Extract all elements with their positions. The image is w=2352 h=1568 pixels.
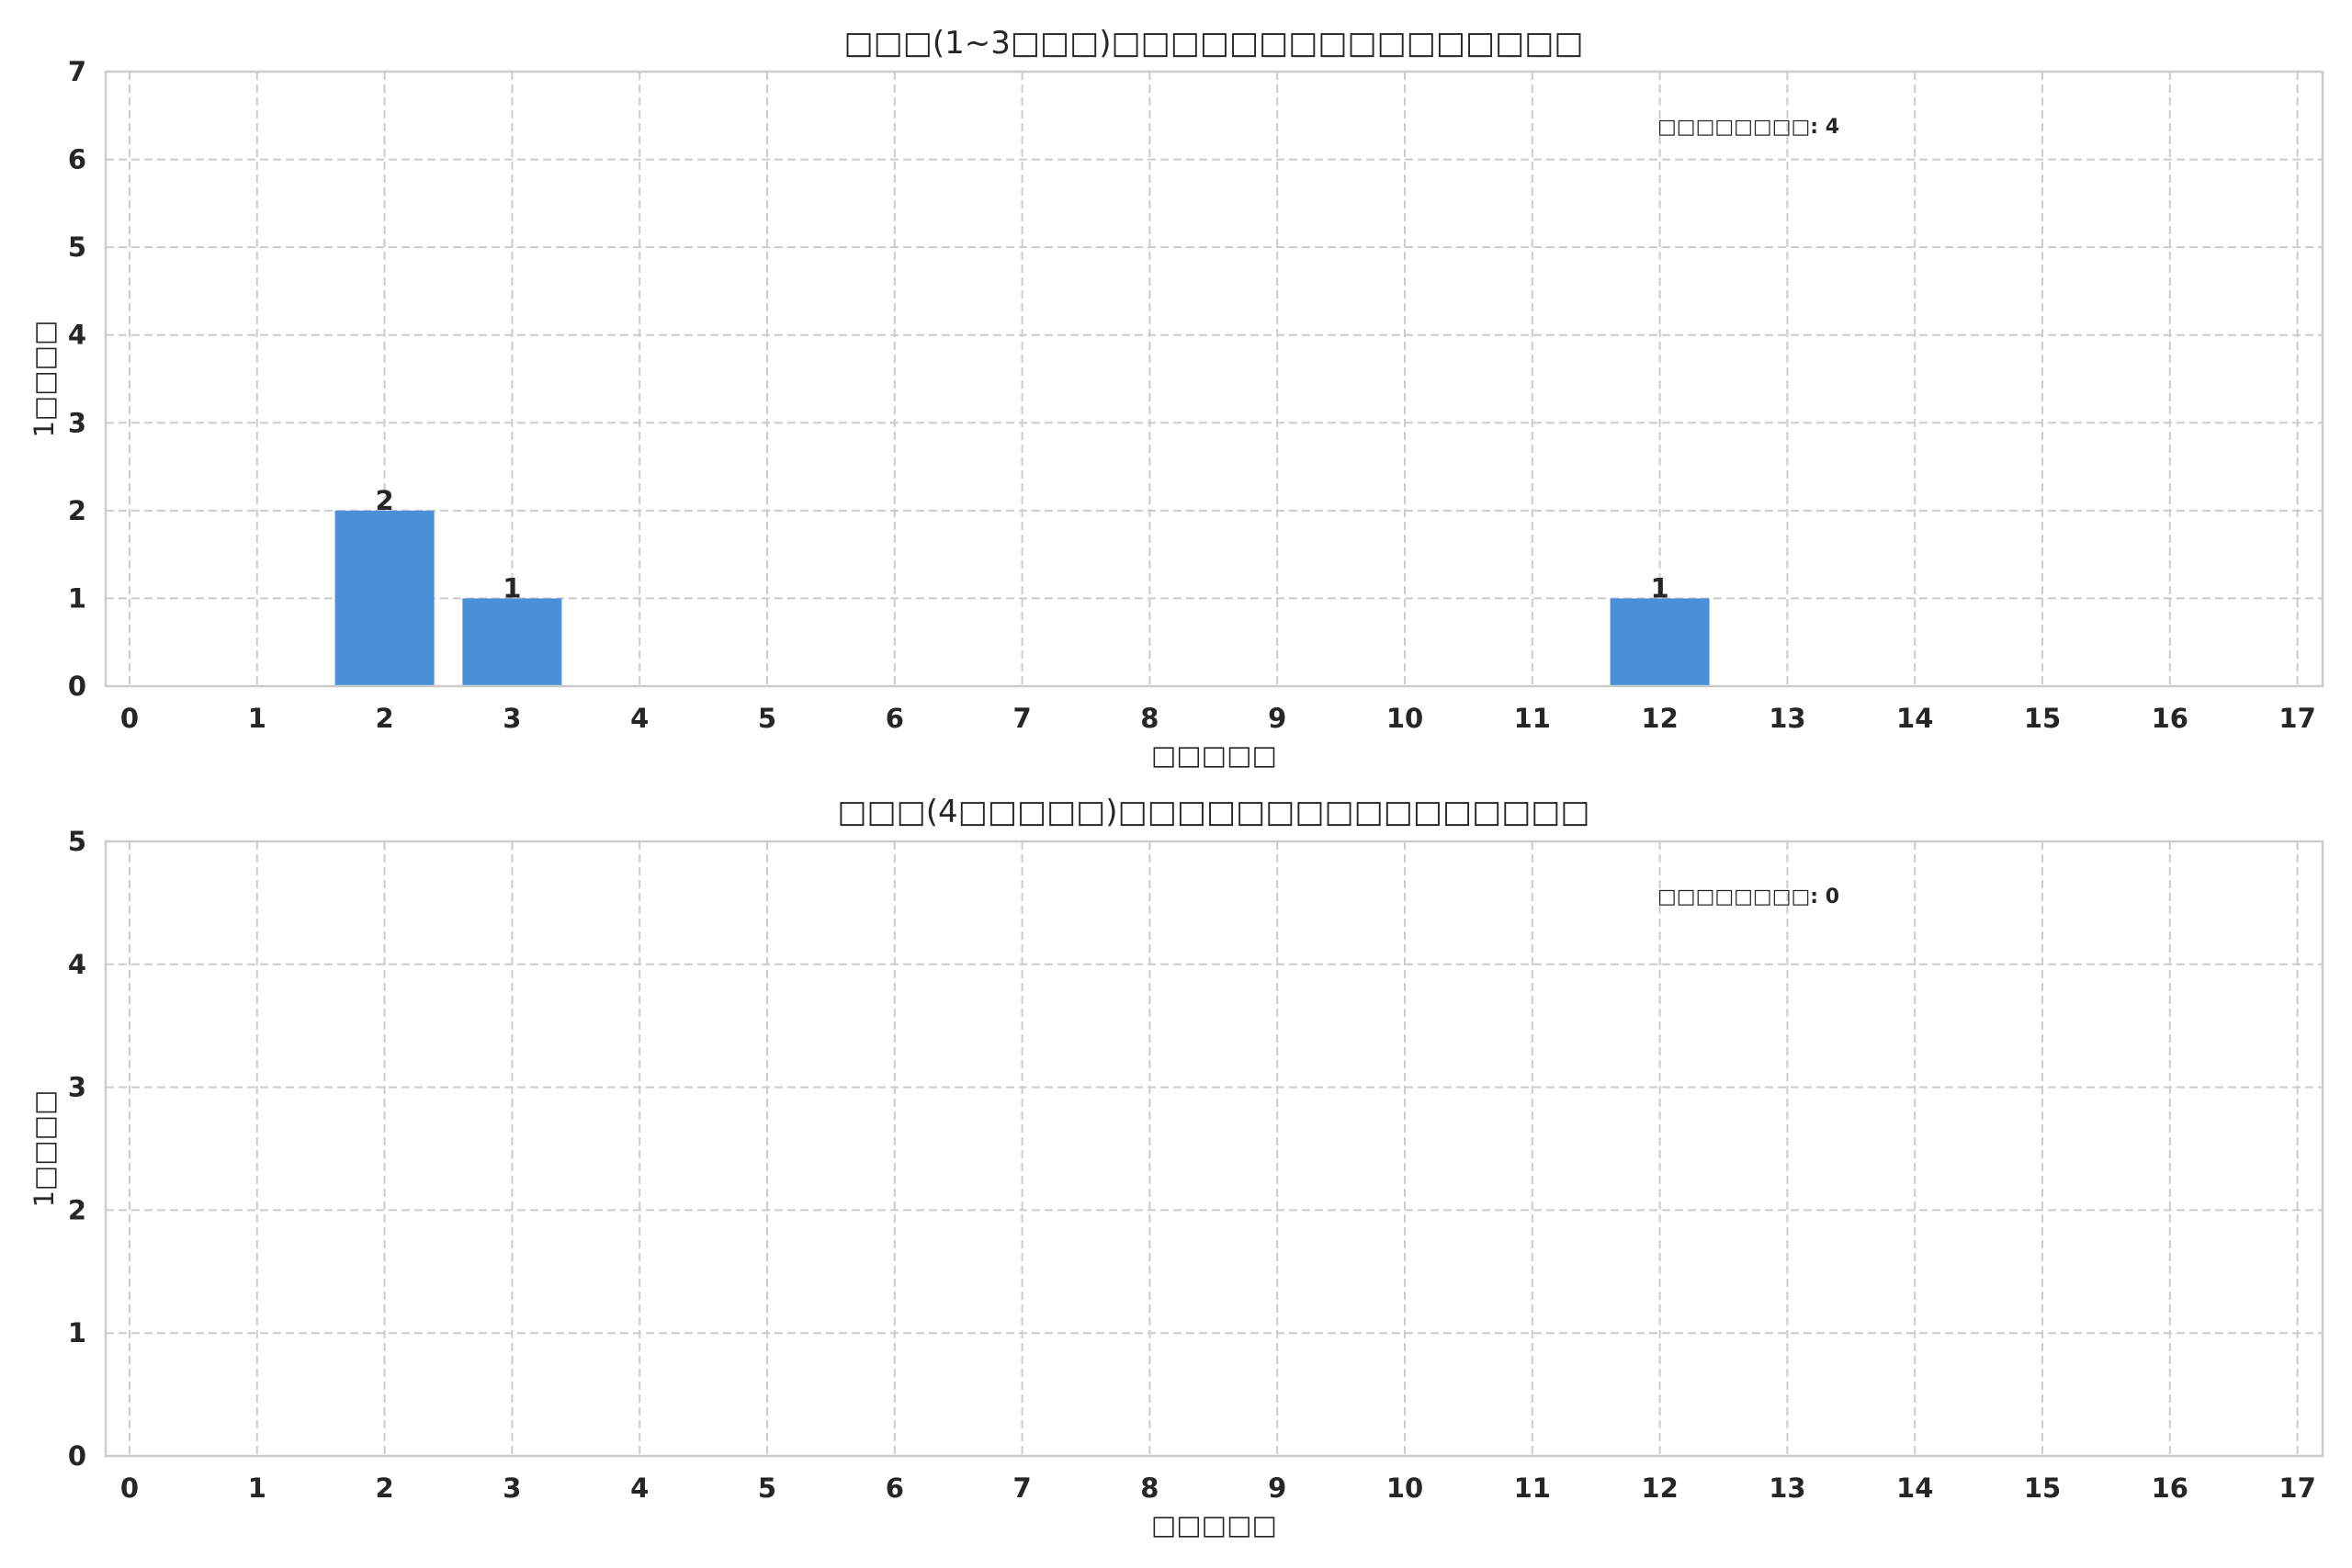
grid	[106, 841, 2323, 1456]
x-tick-label: 6	[886, 703, 904, 734]
x-tick-label: 7	[1013, 703, 1032, 734]
bar	[334, 510, 435, 686]
total-annotation: □□□□□□□□: 4	[1657, 116, 1839, 139]
x-tick-label: 2	[376, 1472, 394, 1504]
y-tick-label: 0	[68, 671, 86, 702]
y-tick-label: 4	[68, 320, 86, 351]
x-tick-label: 4	[630, 1472, 649, 1504]
x-tick-label: 0	[120, 703, 139, 734]
y-tick-label: 5	[68, 826, 86, 857]
x-tick-label: 13	[1769, 1472, 1805, 1504]
total-annotation: □□□□□□□□: 0	[1657, 886, 1839, 908]
y-tick-label: 1	[68, 582, 86, 614]
x-tick-label: 1	[248, 1472, 266, 1504]
grid	[106, 72, 2323, 686]
chart-panel-bottom: □□□(4□□□□□)□□□□□□□□□□□□□□□□ 0 1 2 3 4 5 6 7 8 9 10…	[28, 794, 2324, 1540]
chart-title: □□□(1~3□□□)□□□□□□□□□□□□□□□□	[843, 25, 1583, 62]
x-tick-label: 9	[1268, 1472, 1286, 1504]
x-tick-label: 15	[2024, 1472, 2061, 1504]
x-tick-label: 9	[1268, 703, 1286, 734]
y-tick-label: 3	[68, 407, 86, 438]
x-axis-label: □□□□□	[1151, 739, 1277, 771]
x-tick-label: 16	[2152, 703, 2188, 734]
x-tick-label: 12	[1641, 703, 1678, 734]
x-tick-label: 3	[503, 1472, 521, 1504]
x-tick-labels: 0 1 2 3 4 5 6 7 8 9 10 11 12 13 14 15 16 17	[120, 703, 2316, 734]
x-tick-label: 5	[758, 703, 776, 734]
x-tick-label: 0	[120, 1472, 139, 1504]
x-tick-label: 3	[503, 703, 521, 734]
x-tick-label: 17	[2278, 703, 2315, 734]
x-tick-label: 13	[1769, 703, 1805, 734]
x-tick-label: 12	[1641, 1472, 1678, 1504]
x-tick-label: 11	[1514, 1472, 1551, 1504]
y-axis-label: 1□□□□	[28, 1089, 60, 1207]
x-tick-labels: 0 1 2 3 4 5 6 7 8 9 10 11 12 13 14 15 16 17	[120, 1472, 2316, 1504]
y-tick-label: 5	[68, 231, 86, 263]
y-tick-label: 7	[68, 56, 86, 87]
x-tick-label: 17	[2278, 1472, 2315, 1504]
bar	[462, 598, 562, 686]
bar-value-label: 2	[376, 485, 394, 516]
y-tick-label: 3	[68, 1072, 86, 1103]
x-tick-label: 8	[1140, 1472, 1159, 1504]
x-tick-label: 10	[1386, 703, 1423, 734]
y-tick-label: 6	[68, 144, 86, 175]
plot-frame	[104, 70, 2324, 688]
bar-value-label: 1	[503, 572, 521, 604]
x-tick-label: 10	[1386, 1472, 1423, 1504]
x-tick-label: 14	[1896, 703, 1933, 734]
y-tick-label: 1	[68, 1317, 86, 1348]
x-tick-label: 4	[630, 703, 649, 734]
plot-frame	[104, 840, 2324, 1458]
bars: 2 1 1	[334, 485, 1710, 686]
y-tick-labels: 0 1 2 3 4 5 6 7	[68, 56, 86, 702]
bar-value-label: 1	[1651, 572, 1669, 604]
y-tick-label: 4	[68, 949, 86, 980]
y-tick-label: 0	[68, 1440, 86, 1472]
x-tick-label: 1	[248, 703, 266, 734]
x-tick-label: 11	[1514, 703, 1551, 734]
x-tick-label: 16	[2152, 1472, 2188, 1504]
y-axis-label: 1□□□□	[28, 320, 60, 437]
bar	[1610, 598, 1710, 686]
x-tick-label: 7	[1013, 1472, 1032, 1504]
x-tick-label: 14	[1896, 1472, 1933, 1504]
chart-title: □□□(4□□□□□)□□□□□□□□□□□□□□□□	[837, 794, 1589, 830]
y-tick-label: 2	[68, 495, 86, 526]
x-axis-label: □□□□□	[1151, 1509, 1277, 1540]
x-tick-label: 15	[2024, 703, 2061, 734]
x-tick-label: 2	[376, 703, 394, 734]
x-tick-label: 8	[1140, 703, 1159, 734]
x-tick-label: 6	[886, 1472, 904, 1504]
y-tick-labels: 0 1 2 3 4 5	[68, 826, 86, 1472]
x-tick-label: 5	[758, 1472, 776, 1504]
y-tick-label: 2	[68, 1194, 86, 1225]
